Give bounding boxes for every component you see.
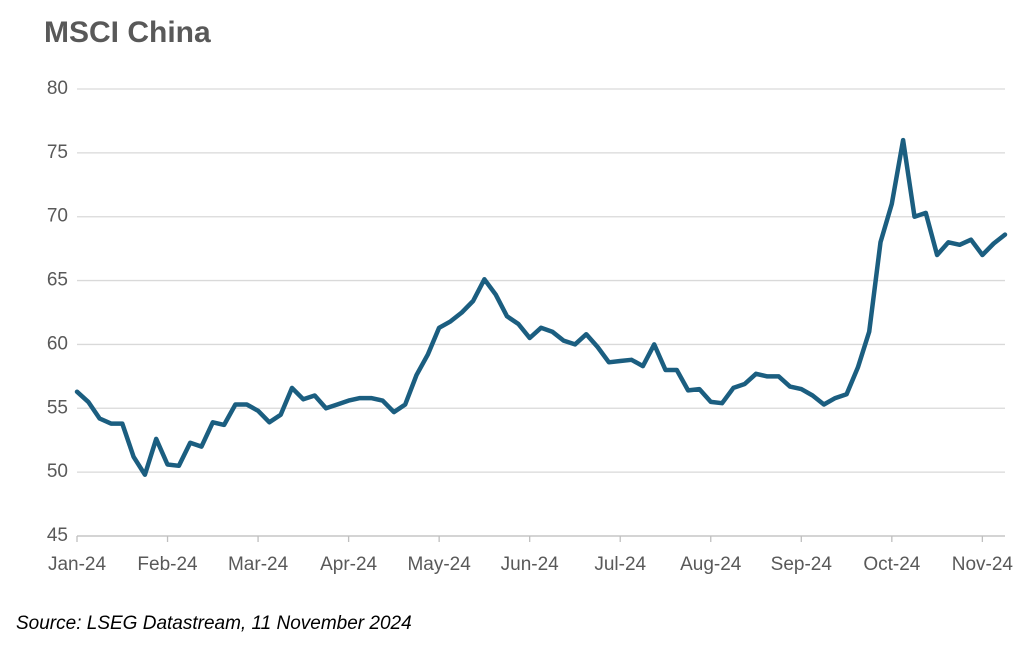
x-tick-label: Nov-24 <box>952 554 1014 575</box>
data-line <box>74 137 1008 477</box>
x-tick-label: Oct-24 <box>863 554 920 575</box>
x-tick-label: Jul-24 <box>594 554 646 575</box>
x-tick-label: Jun-24 <box>501 554 560 575</box>
chart-title: MSCI China <box>44 16 211 49</box>
x-tick-label: Jan-24 <box>48 554 107 575</box>
source-note: Source: LSEG Datastream, 11 November 202… <box>16 613 412 634</box>
y-tick-label: 50 <box>47 461 68 482</box>
x-tick-label: Mar-24 <box>228 554 289 575</box>
y-tick-label: 65 <box>47 270 68 291</box>
y-tick-label: 55 <box>47 397 68 418</box>
x-tick-label: Aug-24 <box>680 554 742 575</box>
x-tick-label: Apr-24 <box>320 554 377 575</box>
y-tick-label: 70 <box>47 206 68 227</box>
x-tick-label: May-24 <box>407 554 471 575</box>
y-tick-label: 80 <box>47 78 68 99</box>
x-tick-label: Feb-24 <box>137 554 198 575</box>
y-tick-label: 45 <box>47 525 68 546</box>
y-tick-label: 75 <box>47 142 68 163</box>
y-tick-label: 60 <box>47 333 68 354</box>
x-tick-label: Sep-24 <box>771 554 833 575</box>
